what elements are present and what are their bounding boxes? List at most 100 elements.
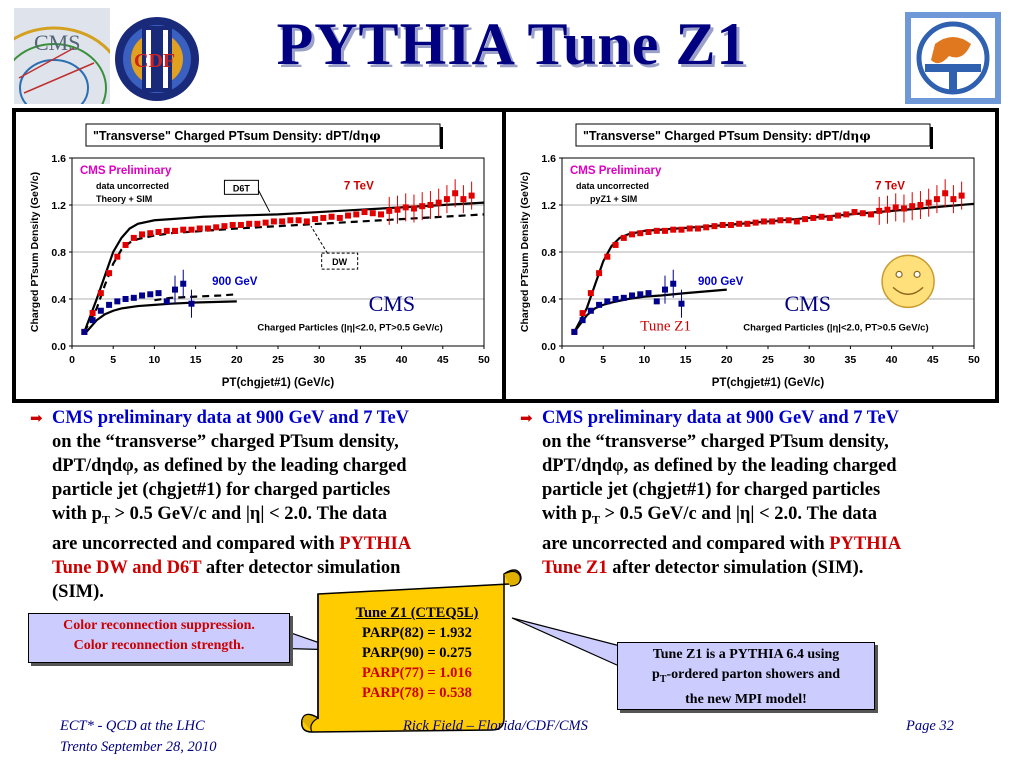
page-title: PYTHIA Tune Z1 — [276, 11, 748, 77]
x-tick-label: 0 — [69, 354, 75, 366]
color-reconnection-callout: Color reconnection suppression. Color re… — [28, 613, 290, 663]
data-point-7tev — [452, 190, 459, 197]
data-point-7tev — [320, 214, 327, 221]
smiley-face-icon — [881, 254, 935, 309]
data-point-7tev — [328, 213, 335, 220]
data-point-7tev — [221, 223, 228, 230]
callout-right-line2-sub: T — [659, 673, 667, 685]
data-point-7tev — [172, 227, 178, 234]
data-point-7tev — [579, 310, 586, 317]
data-point-7tev — [402, 204, 409, 211]
data-point-900gev — [180, 280, 187, 287]
data-point-900gev — [130, 294, 137, 301]
data-point-900gev — [653, 298, 660, 305]
data-point-900gev — [620, 294, 627, 301]
right-bullet-line7b: after detector simulation (SIM). — [607, 557, 864, 578]
left-chart-panel: "Transverse" Charged PTsum Density: dPT/… — [12, 108, 507, 403]
x-tick-label: 30 — [803, 354, 815, 366]
data-point-7tev — [810, 214, 817, 221]
data-point-7tev — [835, 212, 842, 219]
y-tick-label: 0.4 — [541, 294, 556, 306]
data-point-900gev — [122, 296, 129, 302]
data-point-7tev — [596, 270, 603, 277]
d6t-pointer — [257, 189, 271, 213]
data-point-7tev — [859, 210, 866, 217]
data-point-7tev — [933, 196, 940, 203]
footer-left: ECT* - QCD at the LHC Trento September 2… — [60, 716, 217, 758]
data-point-7tev — [604, 253, 611, 260]
data-point-7tev — [826, 214, 833, 221]
data-point-7tev — [270, 218, 277, 225]
data-point-7tev — [89, 310, 96, 317]
y-tick-label: 0.4 — [51, 294, 66, 306]
data-point-7tev — [114, 253, 121, 260]
left-bullet-line7b: after detector simulation — [201, 557, 401, 578]
right-bullet-line5a: with p — [542, 504, 592, 524]
label-tune-z1: Tune Z1 — [640, 319, 691, 335]
data-point-900gev — [596, 301, 603, 308]
x-tick-label: 10 — [639, 354, 651, 366]
data-point-900gev — [172, 286, 178, 293]
data-point-7tev — [262, 219, 269, 226]
plot-frame — [561, 157, 975, 347]
data-point-7tev — [443, 196, 450, 203]
right-bullet-line6b: PYTHIA — [829, 533, 902, 554]
left-bullet-line3: dPT/dηdφ, as defined by the leading char… — [52, 456, 407, 476]
data-point-900gev — [579, 317, 586, 324]
right-bullet-line5-sub: T — [591, 512, 600, 527]
data-point-7tev — [97, 290, 104, 297]
data-point-7tev — [629, 231, 636, 238]
data-point-7tev — [361, 209, 368, 216]
label-cms: CMS — [784, 291, 830, 316]
x-tick-label: 25 — [762, 354, 774, 366]
scroll-content: Tune Z1 (CTEQ5L) PARP(82) = 1.932 PARP(9… — [322, 603, 512, 703]
right-bullet-line6a: are uncorrected and compared with — [542, 533, 830, 554]
data-point-900gev — [670, 280, 677, 287]
right-chart: "Transverse" Charged PTsum Density: dPT/… — [519, 123, 980, 389]
callout-left-line2: Color reconnection strength. — [73, 638, 245, 653]
smiley-mouth-icon — [892, 286, 924, 296]
data-point-7tev — [612, 241, 619, 248]
chart-title-shadow — [930, 127, 933, 149]
data-point-7tev — [876, 207, 883, 214]
data-point-7tev — [460, 196, 467, 203]
data-point-7tev — [843, 211, 850, 218]
data-point-7tev — [419, 203, 426, 210]
data-point-7tev — [204, 225, 211, 232]
data-point-7tev — [900, 205, 907, 212]
smiley-eye-icon — [895, 270, 903, 278]
dw-label-box — [321, 252, 359, 270]
data-point-7tev — [884, 206, 891, 213]
x-tick-label: 50 — [478, 354, 490, 366]
scroll-param-82: PARP(82) = 1.932 — [362, 625, 472, 641]
x-axis-label: PT(chgjet#1) (GeV/c) — [712, 377, 825, 389]
data-point-7tev — [620, 234, 627, 241]
data-point-7tev — [122, 241, 129, 248]
d6t-label-box — [223, 179, 259, 195]
left-bullet-line7a: Tune DW and D6T — [52, 557, 202, 578]
y-axis-label: Charged PTsum Density (GeV/c) — [519, 172, 531, 332]
data-point-7tev — [279, 218, 286, 225]
data-point-900gev — [89, 317, 96, 324]
data-point-7tev — [868, 211, 874, 218]
right-bullet-line3: dPT/dηdφ, as defined by the leading char… — [542, 456, 897, 476]
tune-z1-scroll — [298, 568, 530, 738]
data-point-7tev — [637, 230, 644, 237]
data-point-7tev — [793, 218, 800, 225]
callout-right-line1: Tune Z1 is a PYTHIA 6.4 using — [652, 647, 840, 662]
data-point-7tev — [760, 218, 767, 225]
data-point-7tev — [196, 225, 203, 232]
y-tick-label: 0.0 — [541, 341, 556, 353]
x-tick-label: 35 — [845, 354, 857, 366]
data-point-7tev — [410, 205, 417, 212]
data-point-900gev — [645, 290, 652, 297]
data-point-7tev — [139, 231, 146, 238]
left-bullet-line1: CMS preliminary data at 900 GeV and 7 Te… — [52, 408, 410, 428]
data-point-7tev — [777, 217, 784, 224]
data-point-7tev — [736, 220, 743, 227]
scroll-title: Tune Z1 (CTEQ5L) — [355, 605, 479, 621]
data-point-7tev — [386, 207, 393, 214]
data-point-7tev — [394, 206, 401, 213]
data-point-7tev — [662, 227, 668, 234]
data-point-7tev — [254, 220, 261, 227]
